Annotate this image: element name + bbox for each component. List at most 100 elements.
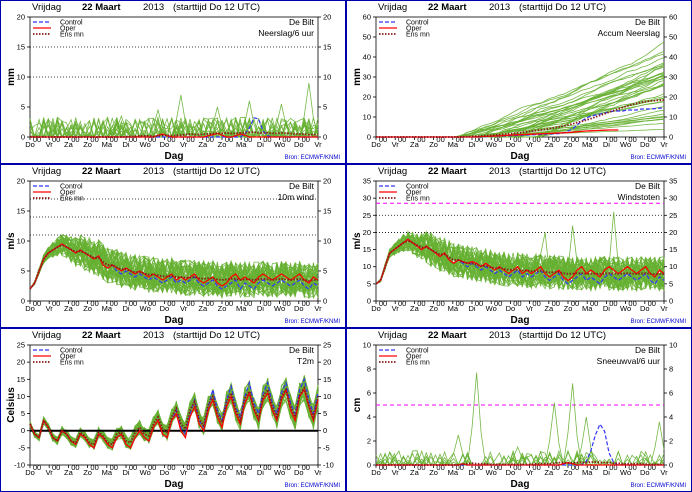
xtick-label: Wo [486,140,497,149]
header-year: 2013 [489,2,510,13]
xtick-hour: 00 [129,135,137,144]
xtick-hour: 00 [129,463,137,472]
series-ens-mn [375,240,664,285]
xtick-label: Di [257,304,264,313]
ytick-label-left: -5 [18,443,25,452]
xtick-hour: 00 [110,463,118,472]
header-day: Vrijdag [32,330,61,341]
xtick-label: Ma [448,140,459,149]
xtick-label: Zo [429,468,438,477]
xtick-label: Zo [429,140,438,149]
xtick-hour: 00 [206,463,214,472]
xtick-label: Do [640,140,650,149]
ytick-label-left: 35 [363,177,371,186]
y-axis-label: mm [6,68,17,86]
xtick-hour: 00 [609,135,617,144]
chart-sneeuwval: Vrijdag 22 Maart 2013 (starttijd Do 12 UTC)… [346,328,692,492]
xtick-label: Wo [274,140,285,149]
ytick-label-right: 5 [323,409,327,418]
xtick-label: Vr [526,304,534,313]
legend-label: Control [60,20,83,27]
xtick-label: Vr [526,140,534,149]
xtick-hour: 00 [494,299,502,308]
legend-label: Ens mn [60,360,84,367]
ytick-label-left: 20 [363,228,371,237]
legend-label: Ens mn [60,32,84,39]
xtick-label: Ma [448,468,459,477]
station-label: De Bilt [289,181,315,191]
xtick-hour: 00 [571,299,579,308]
xtick-label: Wo [140,140,151,149]
ytick-label-left: 0 [21,426,25,435]
series-ens-mn [29,385,319,446]
xtick-label: Do [371,304,381,313]
ytick-label-right: 50 [669,33,677,42]
source-label: Bron: ECMWF/KNMI [285,319,341,325]
xtick-label: Di [122,304,129,313]
xtick-label: Do [294,304,304,313]
xtick-label: Wo [620,304,631,313]
xtick-label: Ma [236,140,247,149]
xtick-hour: 00 [52,135,60,144]
xtick-label: Do [25,140,35,149]
xtick-label: Di [468,140,475,149]
member-line [375,232,665,291]
series-ens-mn [29,244,318,290]
xtick-label: Ma [582,468,593,477]
ytick-label-left: 15 [17,43,25,52]
xtick-label: Do [25,304,35,313]
y-axis-label: m/s [6,232,17,250]
xtick-hour: 00 [398,299,406,308]
xtick-label: Zo [83,140,92,149]
legend-label: Oper [406,190,422,197]
x-axis-label: Dag [511,479,530,490]
xtick-hour: 00 [282,135,290,144]
ytick-label-right: 20 [669,228,677,237]
ytick-label-right: 35 [669,177,677,186]
xtick-label: Vr [180,468,188,477]
ytick-label-left: -10 [14,461,25,470]
xtick-hour: 00 [628,463,636,472]
series-control [29,243,319,291]
source-label: Bron: ECMWF/KNMI [631,483,687,489]
chart-title: T2m [297,356,314,366]
xtick-hour: 00 [225,135,233,144]
ytick-label-left: 2 [367,437,371,446]
series-control [375,238,665,285]
header-run: (starttijd Do 12 UTC) [519,2,606,13]
xtick-hour: 00 [417,463,425,472]
xtick-label: Za [410,140,420,149]
ytick-label-left: 0 [367,461,371,470]
y-axis-label: m/s [352,232,363,250]
ytick-label-left: 10 [17,392,25,401]
xtick-label: Di [257,140,264,149]
xtick-label: Vr [660,140,668,149]
station-label: De Bilt [635,181,661,191]
xtick-hour: 00 [475,135,483,144]
xtick-label: Di [603,304,610,313]
xtick-label: Do [25,468,35,477]
ytick-label-left: 10 [17,237,25,246]
xtick-hour: 00 [33,299,41,308]
series-ens-mn [30,131,318,138]
xtick-hour: 00 [71,135,79,144]
ytick-label-left: 30 [363,73,371,82]
station-label: De Bilt [289,17,315,27]
xtick-label: Vr [392,304,400,313]
xtick-hour: 00 [148,135,156,144]
xtick-hour: 00 [552,299,560,308]
xtick-hour: 00 [263,135,271,144]
xtick-hour: 00 [282,299,290,308]
header-date: 22 Maart [428,2,467,13]
series-oper [29,243,319,290]
xtick-hour: 00 [263,463,271,472]
xtick-hour: 00 [167,135,175,144]
xtick-hour: 00 [417,135,425,144]
xtick-label: Vr [660,304,668,313]
ytick-label-right: 30 [669,73,677,82]
panel-frame [0,164,346,328]
ytick-label-left: 8 [367,365,371,374]
ytick-label-left: 15 [17,207,25,216]
xtick-hour: 00 [90,463,98,472]
